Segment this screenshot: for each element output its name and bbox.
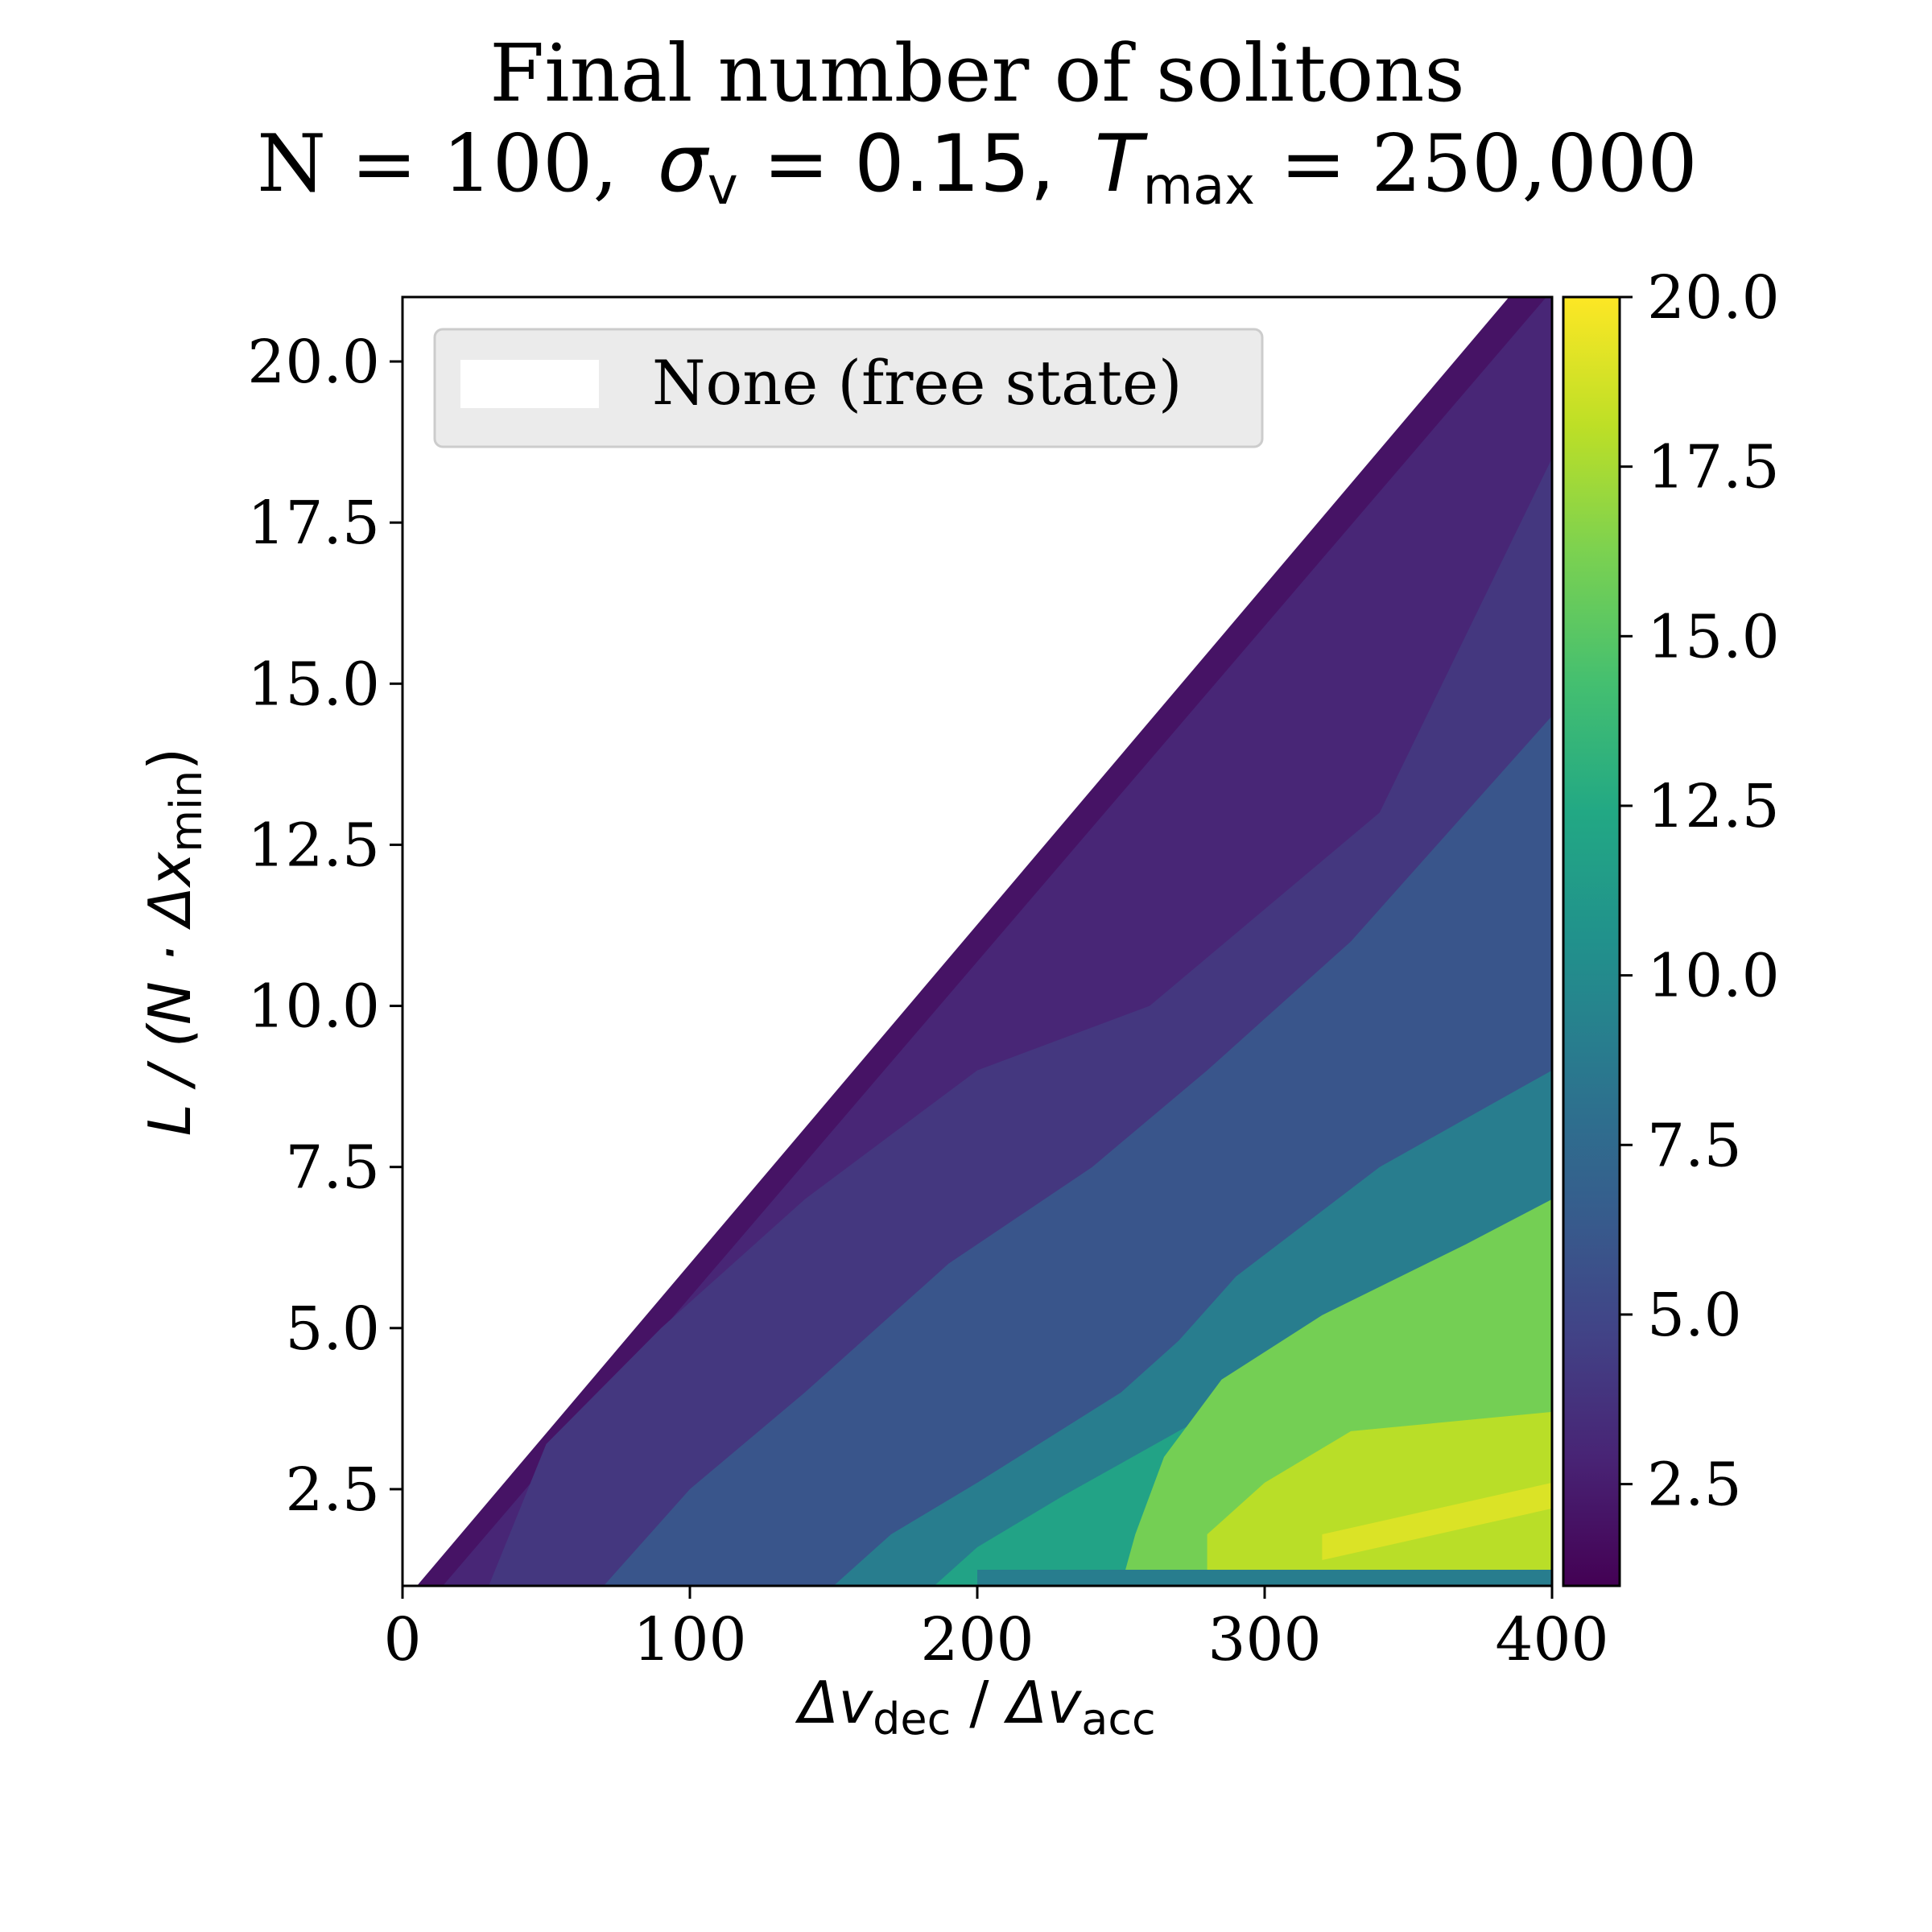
y-tick-label: 12.5 <box>247 811 380 880</box>
y-tick-label: 17.5 <box>247 489 380 558</box>
colorbar: 2.5 5.0 7.5 10.0 12.5 15.0 17.5 20.0 <box>1562 263 1780 1587</box>
y-tick-label: 10.0 <box>247 972 380 1042</box>
colorbar-tick-label: 15.0 <box>1647 602 1780 671</box>
region-19-solitons <box>1322 1482 1552 1560</box>
plot-area <box>402 297 1552 1586</box>
heatmap-layer <box>416 297 1552 1586</box>
colorbar-tick-label: 5.0 <box>1647 1281 1742 1350</box>
subtitle-tmax-sub: max <box>1143 157 1255 217</box>
chart-subtitle: N = 100, σv = 0.15, Tmax = 250,000 <box>257 118 1697 217</box>
legend-box <box>433 328 1264 448</box>
subtitle-n: N = 100, <box>257 118 617 210</box>
colorbar-tick-label: 20.0 <box>1647 263 1780 332</box>
legend: None (free state) <box>433 328 1264 448</box>
y-tick-label: 2.5 <box>285 1455 380 1525</box>
colorbar-tick-label: 17.5 <box>1647 433 1780 502</box>
y-tick-label: 15.0 <box>247 650 380 719</box>
subtitle-sigma: σ <box>658 118 710 210</box>
x-tick-label: 100 <box>633 1605 746 1674</box>
y-tick-label: 20.0 <box>247 328 380 397</box>
y-axis: 2.5 5.0 7.5 10.0 12.5 15.0 17.5 20.0 <box>247 328 402 1525</box>
colorbar-gradient <box>1562 295 1621 1587</box>
x-tick-label: 400 <box>1495 1605 1608 1674</box>
region-bottom-strip <box>977 1570 1552 1586</box>
x-tick-label: 300 <box>1208 1605 1321 1674</box>
subtitle-sigma-value: = 0.15, <box>738 118 1055 210</box>
region-18-solitons <box>1207 1411 1552 1573</box>
colorbar-tick-label: 7.5 <box>1647 1111 1742 1180</box>
subtitle-tmax-value: = 250,000 <box>1255 118 1698 210</box>
subtitle-sigma-sub: v <box>708 157 738 217</box>
colorbar-tick-label: 12.5 <box>1647 772 1780 841</box>
legend-swatch-free-state <box>460 360 599 408</box>
x-tick-label: 200 <box>920 1605 1034 1674</box>
subtitle-tmax: T <box>1095 118 1149 210</box>
x-axis-label: Δvdec / Δvacc <box>795 1669 1155 1744</box>
y-tick-label: 5.0 <box>285 1294 380 1364</box>
colorbar-tick-label: 10.0 <box>1647 942 1780 1011</box>
y-tick-label: 7.5 <box>285 1133 380 1203</box>
chart-title: Final number of solitons <box>489 28 1464 120</box>
x-tick-label: 0 <box>383 1605 421 1674</box>
colorbar-tick-label: 2.5 <box>1647 1451 1742 1520</box>
legend-label-free-state: None (free state) <box>652 347 1183 419</box>
colorbar-ticks: 2.5 5.0 7.5 10.0 12.5 15.0 17.5 20.0 <box>1620 263 1780 1520</box>
y-axis-label: L / (N · Δxmin) <box>136 748 212 1137</box>
x-axis: 0 100 200 300 400 <box>383 1586 1609 1674</box>
